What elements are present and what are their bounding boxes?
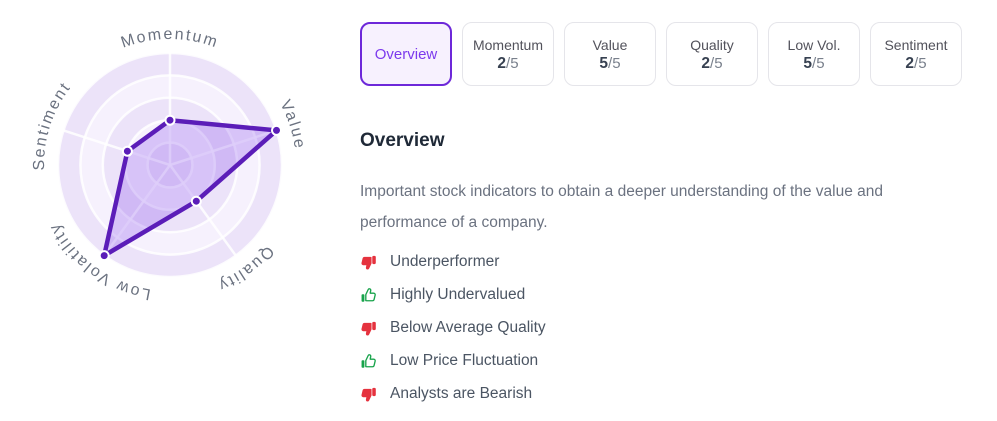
- tab-score-max: /5: [506, 54, 519, 72]
- tab-score-max: /5: [914, 54, 927, 72]
- tab-sentiment[interactable]: Sentiment 2/5: [870, 22, 962, 86]
- thumbs-down-icon: [360, 386, 377, 403]
- section-description: Important stock indicators to obtain a d…: [360, 183, 884, 231]
- radar-axis-line: [63, 129, 171, 167]
- tab-low-vol[interactable]: Low Vol. 5/5: [768, 22, 860, 86]
- tab-quality[interactable]: Quality 2/5: [666, 22, 758, 86]
- tab-score: 2/5: [497, 56, 518, 72]
- tab-score-max: /5: [812, 54, 825, 72]
- radar-data-point: [98, 250, 110, 262]
- indicator-label: Low Price Fluctuation: [390, 352, 539, 369]
- indicator-row: Low Price Fluctuation: [360, 351, 980, 371]
- tab-momentum[interactable]: Momentum 2/5: [462, 22, 554, 86]
- indicator-content: Overview Momentum 2/5 Value 5/5 Quality 2/5 Low…: [360, 22, 980, 404]
- indicator-row: Highly Undervalued: [360, 285, 980, 305]
- tab-score-max: /5: [608, 54, 621, 72]
- indicator-label: Analysts are Bearish: [390, 385, 533, 402]
- tab-score: 2/5: [701, 56, 722, 72]
- thumbs-down-icon: [360, 254, 377, 271]
- indicator-row: Analysts are Bearish: [360, 384, 980, 404]
- thumbs-up-icon: [360, 287, 377, 304]
- indicator-label: Underperformer: [390, 253, 500, 270]
- tab-label: Low Vol.: [787, 36, 841, 53]
- radar-series-polygon: [101, 117, 279, 258]
- tab-label: Momentum: [472, 36, 544, 53]
- tab-label: Value: [592, 36, 628, 53]
- radar-data-point: [164, 114, 176, 126]
- indicator-row: Below Average Quality: [360, 318, 980, 338]
- radar-data-point: [121, 145, 133, 157]
- indicator-list: Underperformer Highly Undervalued Below Av…: [360, 252, 980, 404]
- tab-score-value: 2: [701, 54, 711, 72]
- tab-overview[interactable]: Overview: [360, 22, 452, 86]
- tab-score: 5/5: [599, 56, 620, 72]
- tab-label: Overview: [374, 45, 438, 63]
- tab-label: Sentiment: [884, 36, 948, 53]
- tab-score-max: /5: [710, 54, 723, 72]
- radar-data-point: [271, 124, 282, 136]
- radar-axis-label: Momentum: [119, 26, 221, 52]
- section-title: Overview: [360, 130, 445, 151]
- thumbs-down-icon: [360, 320, 377, 337]
- indicator-row: Underperformer: [360, 252, 980, 272]
- radar-axis-label: Value: [276, 97, 308, 151]
- indicator-label: Below Average Quality: [390, 319, 546, 336]
- radar-axis-line: [169, 129, 277, 167]
- tab-value[interactable]: Value 5/5: [564, 22, 656, 86]
- tab-score-value: 2: [905, 54, 915, 72]
- tab-score-value: 2: [497, 54, 507, 72]
- radar-axis-line: [168, 164, 237, 257]
- radar-axis-line: [103, 164, 172, 257]
- tab-score: 2/5: [905, 56, 926, 72]
- indicator-label: Highly Undervalued: [390, 286, 526, 303]
- tab-score-value: 5: [803, 54, 813, 72]
- thumbs-up-icon: [360, 353, 377, 370]
- radar-chart: Momentum Value Quality Low Volatility Sentim…: [0, 0, 340, 340]
- radar-data-point: [190, 195, 202, 207]
- tab-score: 5/5: [803, 56, 824, 72]
- tab-label: Quality: [690, 36, 734, 53]
- tab-score-value: 5: [599, 54, 609, 72]
- indicator-tabs: Overview Momentum 2/5 Value 5/5 Quality 2/5 Low…: [360, 22, 980, 86]
